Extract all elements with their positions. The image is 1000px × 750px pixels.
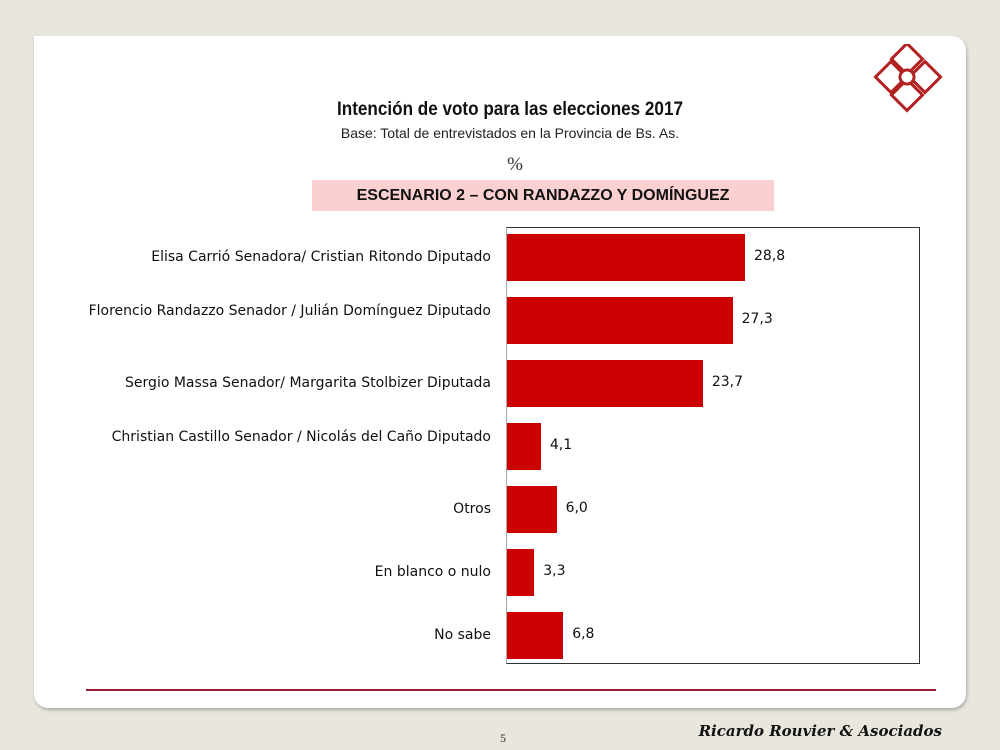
company-logo [873,44,943,113]
category-label: Otros [453,501,491,517]
category-label: Sergio Massa Senador/ Margarita Stolbize… [125,375,491,391]
data-label: 6,8 [572,626,595,642]
bar [507,611,564,659]
category-label: En blanco o nulo [374,564,491,580]
scenario-banner: ESCENARIO 2 – CON RANDAZZO Y DOMÍNGUEZ [312,180,774,211]
bar [507,548,535,596]
bar [507,359,703,407]
slide [34,36,966,708]
data-label: 6,0 [565,500,588,516]
bar [507,422,541,470]
footer-divider [86,689,936,691]
data-label: 4,1 [549,437,573,453]
bar [507,296,733,344]
brand-name: Ricardo Rouvier & Asociados [698,722,942,740]
category-label: Christian Castillo Senador / Nicolás del… [111,429,491,445]
page-number: 5 [500,731,506,745]
category-label: Elisa Carrió Senadora/ Cristian Ritondo … [151,249,491,265]
category-label: No sabe [434,627,491,643]
chart-title: Intención de voto para las elecciones 20… [337,99,683,120]
data-label: 27,3 [741,311,773,327]
bar [507,485,557,533]
chart-subtitle: Base: Total de entrevistados en la Provi… [340,125,680,141]
data-label: 23,7 [711,374,744,390]
data-label: 3,3 [543,563,566,579]
unit-label: % [507,154,523,175]
plot-area [506,227,920,664]
bar [507,233,745,281]
category-label: Florencio Randazzo Senador / Julián Domí… [88,303,491,319]
data-label: 28,8 [754,248,786,264]
